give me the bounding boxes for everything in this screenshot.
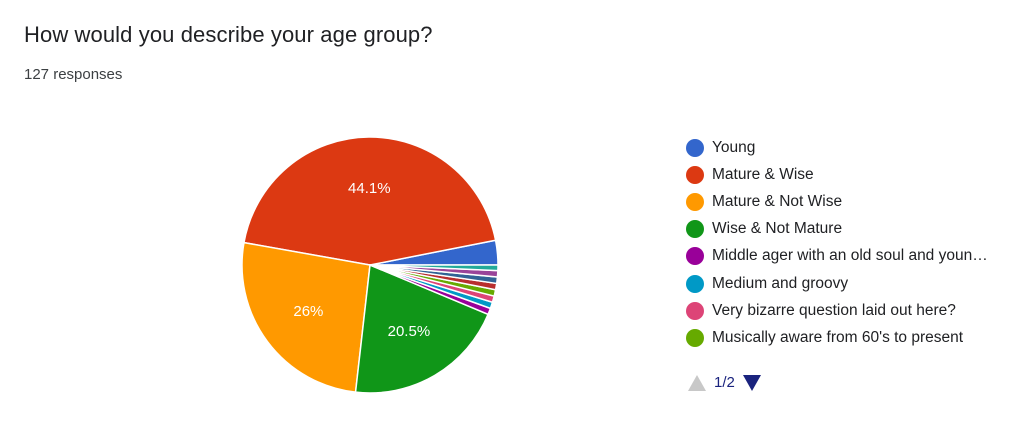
legend-swatch — [686, 247, 704, 266]
question-title: How would you describe your age group? — [24, 22, 433, 47]
legend-swatch — [686, 301, 704, 320]
legend-pager: 1/2 — [688, 374, 761, 391]
legend: Young Mature & Wise Mature & Not Wise Wi… — [686, 134, 988, 352]
pie-chart: 44.1% 26% 20.5% — [241, 136, 499, 394]
legend-swatch — [686, 165, 704, 184]
legend-swatch — [686, 274, 704, 293]
legend-item-young[interactable]: Young — [686, 134, 988, 161]
legend-swatch — [686, 220, 704, 239]
pie-slice-label-3: 20.5% — [388, 323, 431, 340]
pie-slice-label-2: 26% — [293, 303, 323, 320]
response-count: 127 responses — [24, 66, 123, 83]
legend-label: Very bizarre question laid out here? — [712, 301, 956, 319]
legend-item-mature-wise[interactable]: Mature & Wise — [686, 161, 988, 188]
legend-swatch — [686, 192, 704, 211]
legend-label: Wise & Not Mature — [712, 220, 843, 238]
legend-label: Young — [712, 138, 756, 156]
legend-item-musically-aware[interactable]: Musically aware from 60's to present — [686, 324, 988, 351]
legend-item-mature-not-wise[interactable]: Mature & Not Wise — [686, 188, 988, 215]
pie-slice-2[interactable] — [241, 241, 371, 394]
pie-slice-11[interactable] — [369, 264, 499, 272]
page-down-triangle-icon[interactable] — [742, 374, 761, 391]
legend-label: Middle ager with an old soul and youn… — [712, 247, 988, 265]
pie-slice-3[interactable] — [354, 263, 490, 394]
legend-label: Mature & Wise — [712, 165, 814, 183]
legend-label: Medium and groovy — [712, 274, 849, 292]
legend-label: Mature & Not Wise — [712, 192, 843, 210]
page-indicator: 1/2 — [714, 374, 735, 391]
page-up-triangle-icon[interactable] — [688, 374, 706, 391]
legend-item-very-bizarre[interactable]: Very bizarre question laid out here? — [686, 297, 988, 324]
legend-swatch — [686, 328, 704, 347]
legend-swatch — [686, 138, 704, 157]
legend-label: Musically aware from 60's to present — [712, 328, 964, 346]
pie-slice-label-1: 44.1% — [348, 180, 391, 197]
legend-item-middle-ager[interactable]: Middle ager with an old soul and youn… — [686, 243, 988, 270]
pie-slice-1[interactable] — [243, 136, 497, 266]
legend-item-wise-not-mature[interactable]: Wise & Not Mature — [686, 216, 988, 243]
legend-item-medium-groovy[interactable]: Medium and groovy — [686, 270, 988, 297]
